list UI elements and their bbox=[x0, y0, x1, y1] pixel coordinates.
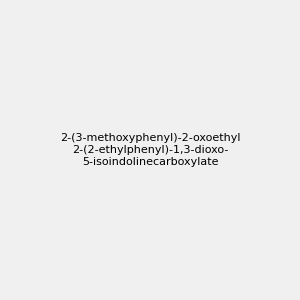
Text: 2-(3-methoxyphenyl)-2-oxoethyl
2-(2-ethylphenyl)-1,3-dioxo-
5-isoindolinecarboxy: 2-(3-methoxyphenyl)-2-oxoethyl 2-(2-ethy… bbox=[60, 134, 240, 166]
